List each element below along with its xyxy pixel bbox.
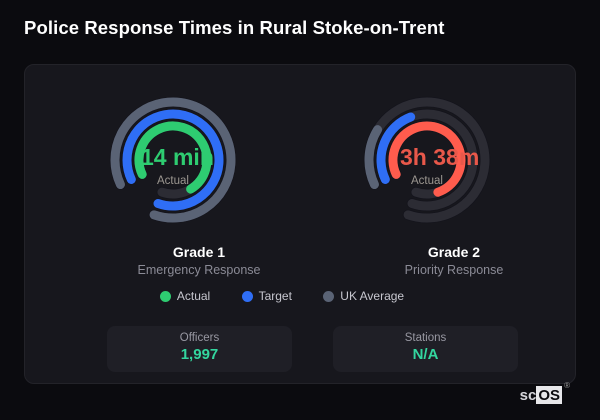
svg-text:14 min: 14 min: [141, 144, 214, 170]
svg-text:3h 38m: 3h 38m: [400, 144, 479, 170]
svg-text:Actual: Actual: [157, 175, 189, 187]
svg-text:Actual: Actual: [411, 175, 443, 187]
